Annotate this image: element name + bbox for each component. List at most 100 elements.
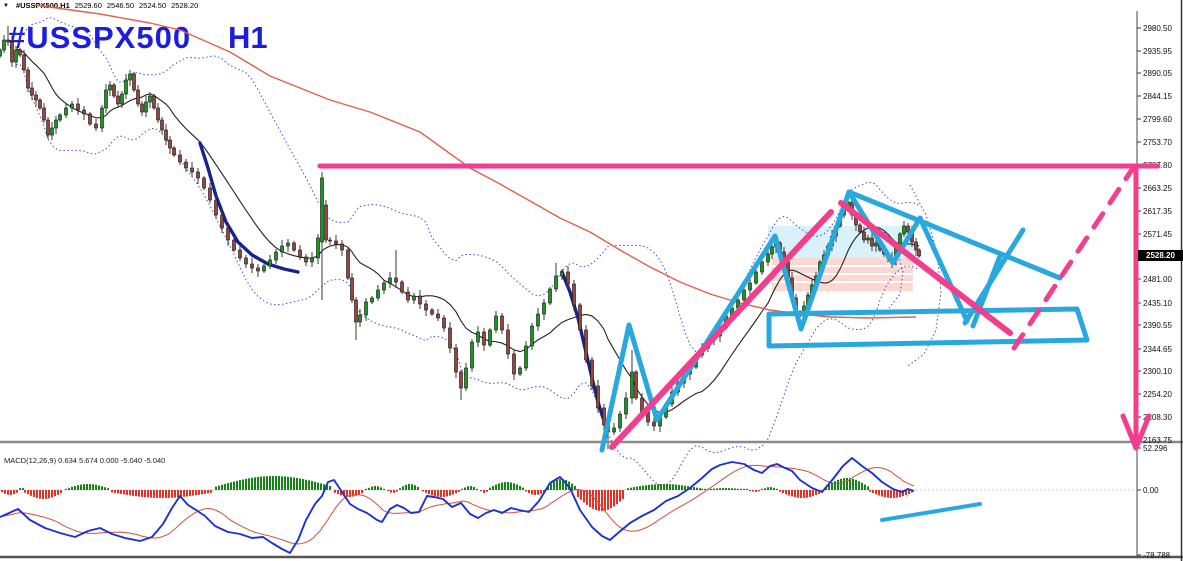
macd-histogram-bar xyxy=(858,481,860,490)
macd-histogram-bar xyxy=(872,490,874,494)
macd-histogram-bar xyxy=(54,490,56,497)
macd-histogram-bar xyxy=(266,476,268,490)
macd-histogram-bar xyxy=(601,490,603,511)
candle-body xyxy=(132,73,136,91)
candle-body xyxy=(454,347,458,373)
candle-body xyxy=(634,371,638,399)
macd-histogram-bar xyxy=(837,479,839,490)
macd-histogram-bar xyxy=(36,490,38,499)
collapse-triangle-icon[interactable]: ▼ xyxy=(3,2,9,9)
macd-histogram-bar xyxy=(743,488,745,490)
macd-histogram-bar xyxy=(788,490,790,496)
macd-histogram-bar xyxy=(797,490,799,498)
macd-histogram-bar xyxy=(516,484,518,490)
macd-histogram-bar xyxy=(104,487,106,490)
macd-histogram-bar xyxy=(846,478,848,490)
macd-histogram-bar xyxy=(334,490,336,493)
macd-histogram-bar xyxy=(831,482,833,490)
candle-body xyxy=(196,171,200,179)
candle-body xyxy=(572,283,576,306)
price-axis-label: 2844.15 xyxy=(1143,92,1172,101)
macd-histogram-bar xyxy=(610,490,612,509)
macd-histogram-bar xyxy=(583,490,585,503)
candle-body xyxy=(578,304,582,331)
macd-histogram-bar xyxy=(725,488,727,490)
macd-histogram-bar xyxy=(669,484,671,490)
candle-body xyxy=(0,49,2,57)
candle-body xyxy=(82,109,86,115)
macd-histogram-bar xyxy=(320,483,322,490)
macd-histogram-bar xyxy=(881,490,883,497)
macd-histogram-bar xyxy=(613,490,615,507)
annotations[interactable] xyxy=(317,163,1161,522)
price-axis-label: 2254.20 xyxy=(1143,390,1172,399)
price-axis-label: 52.296 xyxy=(1143,444,1168,453)
macd-histogram-bar xyxy=(473,487,475,490)
macd-histogram-bar xyxy=(519,486,521,490)
macd-histogram-bar xyxy=(446,490,448,497)
macd-histogram-bar xyxy=(834,481,836,490)
macd-histogram-bar xyxy=(201,490,203,495)
macd-histogram-bar xyxy=(696,487,698,490)
candle-body xyxy=(602,407,606,426)
candle-body xyxy=(120,93,124,105)
macd-histogram-bar xyxy=(210,490,212,493)
highlighted-ma-segment xyxy=(198,141,300,274)
candle-body xyxy=(917,249,921,257)
candle-body xyxy=(358,314,362,323)
macd-histogram-bar xyxy=(377,486,379,490)
macd-histogram-bar xyxy=(861,482,863,490)
price-axis-label: 2435.10 xyxy=(1143,299,1172,308)
candle-body xyxy=(18,49,22,56)
candle-body xyxy=(754,271,758,284)
macd-histogram-bar xyxy=(639,486,641,490)
macd-histogram-bar xyxy=(809,490,811,497)
candle-body xyxy=(42,107,46,121)
candle-body xyxy=(286,242,290,247)
macd-histogram-bar xyxy=(616,490,618,505)
macd-histogram-bar xyxy=(153,490,155,498)
macd-histogram-bar xyxy=(687,486,689,490)
macd-histogram-bar xyxy=(622,490,624,499)
candle-body xyxy=(596,385,600,409)
macd-histogram-bar xyxy=(257,476,259,490)
macd-histogram-bar xyxy=(559,479,561,490)
macd-histogram-bar xyxy=(13,490,15,495)
macd-histogram-bar xyxy=(550,483,552,490)
watermark-timeframe: H1 xyxy=(228,20,268,55)
candle-body xyxy=(104,89,108,109)
macd-histogram-bar xyxy=(16,490,18,493)
candle-body xyxy=(430,309,434,315)
candle-body xyxy=(232,239,236,251)
macd-histogram-bar xyxy=(773,487,775,490)
macd-histogram-bar xyxy=(630,487,632,490)
candle-body xyxy=(22,54,26,71)
macd-histogram-bar xyxy=(905,490,907,496)
macd-histogram-bar xyxy=(290,477,292,490)
macd-histogram-bar xyxy=(666,484,668,490)
macd-histogram-bar xyxy=(476,488,478,490)
macd-histogram-bar xyxy=(147,490,149,498)
price-axis-label: 2344.65 xyxy=(1143,345,1172,354)
quote-low: 2524.50 xyxy=(139,1,167,10)
macd-histogram-bar xyxy=(440,490,442,497)
bollinger-bands xyxy=(15,16,942,486)
macd-histogram-bar xyxy=(791,490,793,497)
candle-body xyxy=(136,89,140,105)
candle-body xyxy=(268,259,272,267)
candle-body xyxy=(350,277,354,301)
candle-body xyxy=(364,301,368,316)
macd-histogram-bar xyxy=(236,480,238,490)
candle-body xyxy=(280,245,284,253)
macd-histogram-bar xyxy=(818,490,820,494)
macd-histogram-bar xyxy=(414,485,416,490)
candle-body xyxy=(58,114,62,121)
macd-histogram-bar xyxy=(522,487,524,490)
macd-histogram-bar xyxy=(111,490,113,493)
macd-histogram-bar xyxy=(89,484,91,490)
candle-body xyxy=(304,256,308,263)
candle-body xyxy=(494,315,498,331)
macd-histogram-bar xyxy=(752,490,754,492)
candle-body xyxy=(459,371,463,389)
